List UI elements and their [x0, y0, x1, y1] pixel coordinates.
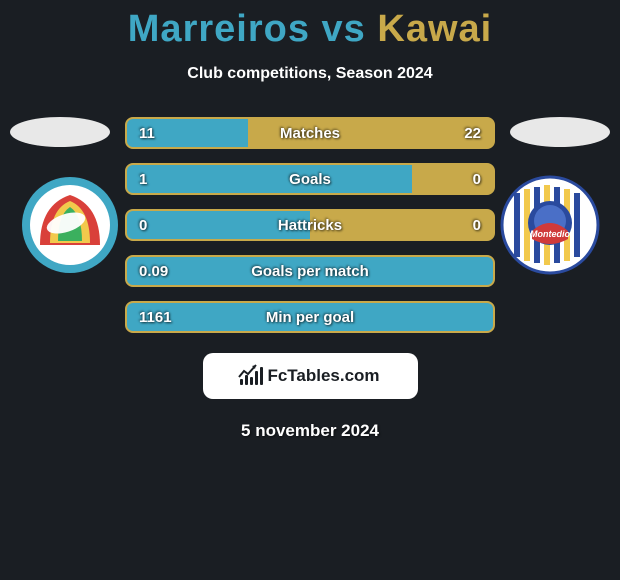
club-badge-right-icon: Montedio	[500, 175, 600, 275]
stat-value-left: 0.09	[139, 263, 199, 280]
stat-value-left: 1161	[139, 309, 199, 326]
stat-label: Min per goal	[199, 309, 421, 326]
stat-value-right: 0	[421, 217, 481, 234]
stat-label: Matches	[199, 125, 421, 142]
player1-avatar-slot	[10, 117, 110, 147]
badge-right-text: Montedio	[530, 229, 570, 239]
stat-bar: 11Matches22	[125, 117, 495, 149]
stat-label: Hattricks	[199, 217, 421, 234]
stat-value-left: 1	[139, 171, 199, 188]
stat-value-right: 0	[421, 171, 481, 188]
brand-text: FcTables.com	[267, 366, 379, 386]
stat-value-right: 22	[421, 125, 481, 142]
stat-bar: 0.09Goals per match	[125, 255, 495, 287]
stat-bar: 1161Min per goal	[125, 301, 495, 333]
club-badge-left-icon	[20, 175, 120, 275]
brand-chart-icon	[240, 367, 263, 385]
stat-bars: 11Matches221Goals00Hattricks00.09Goals p…	[125, 117, 495, 333]
player1-club-badge	[20, 175, 120, 275]
stat-value-left: 0	[139, 217, 199, 234]
stat-value-left: 11	[139, 125, 199, 142]
generated-date: 5 november 2024	[0, 421, 620, 441]
stat-label: Goals	[199, 171, 421, 188]
stat-label: Goals per match	[199, 263, 421, 280]
title-vs: vs	[322, 8, 366, 50]
player2-name: Kawai	[377, 8, 492, 50]
brand-badge: FcTables.com	[203, 353, 418, 399]
subtitle: Club competitions, Season 2024	[0, 65, 620, 83]
player1-name: Marreiros	[128, 8, 310, 50]
page-title: Marreiros vs Kawai	[0, 0, 620, 51]
comparison-panel: Montedio 11Matches221Goals00Hattricks00.…	[0, 117, 620, 441]
stat-bar: 0Hattricks0	[125, 209, 495, 241]
player2-club-badge: Montedio	[500, 175, 600, 275]
stat-bar: 1Goals0	[125, 163, 495, 195]
player2-avatar-slot	[510, 117, 610, 147]
